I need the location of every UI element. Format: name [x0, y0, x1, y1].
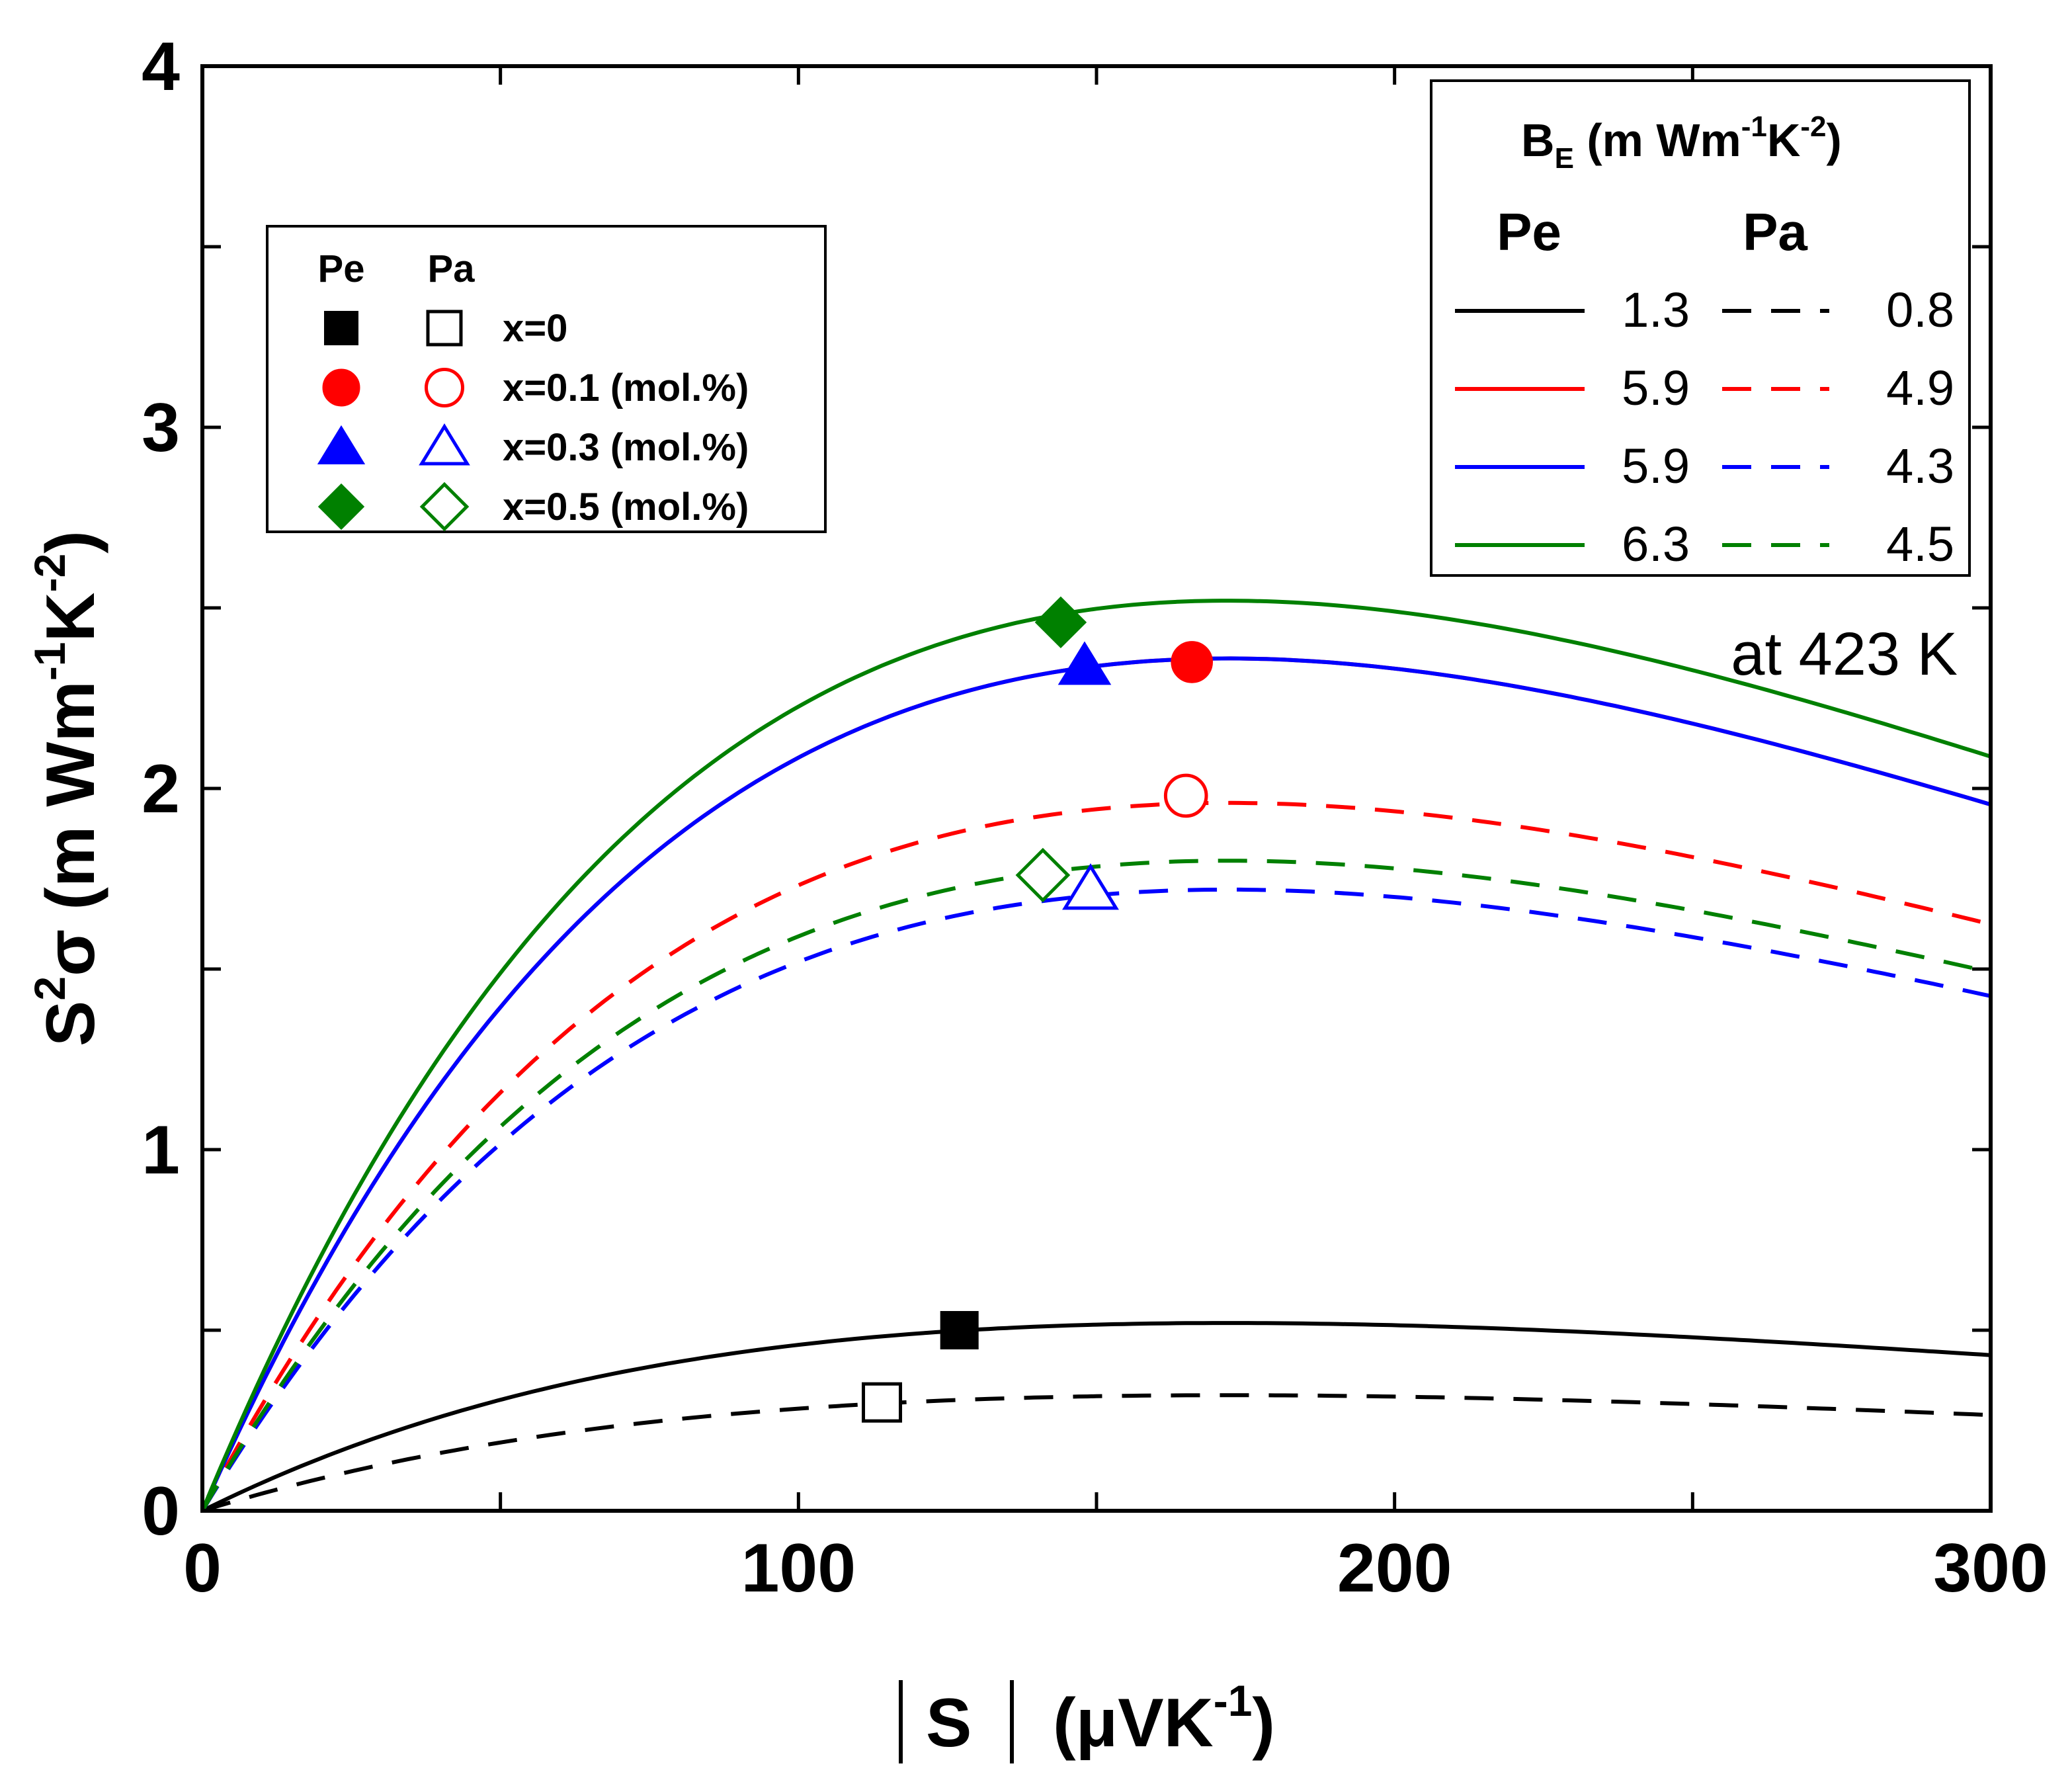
marker-legend: Pe Pa x=0 x=0.1 (mol.%) x=0.3 (mol.%) x=…	[266, 225, 827, 533]
line-legend-pa-3: 4.5	[1886, 517, 1954, 572]
line-legend-header-pa: Pa	[1743, 202, 1807, 261]
marker-x-0-pe	[940, 1311, 979, 1349]
y-tick-label-3: 3	[142, 390, 180, 466]
x-axis-unit: (μVK-1)	[1053, 1676, 1275, 1761]
y-axis-title: S2σ (m Wm-1K-2)	[25, 530, 109, 1046]
line-legend-pa-0: 0.8	[1886, 282, 1954, 337]
marker-x-0-5-pe	[1034, 596, 1087, 649]
line-legend-pe-2: 5.9	[1622, 439, 1690, 493]
legend-entry-x01: x=0.1 (mol.%)	[503, 366, 749, 409]
legend-entry-x05: x=0.5 (mol.%)	[503, 486, 749, 529]
x-tick-label-200: 200	[1337, 1530, 1452, 1607]
x-tick-label-300: 300	[1933, 1530, 2048, 1607]
legend-header-pa: Pa	[428, 247, 476, 290]
legend-entry-x03: x=0.3 (mol.%)	[503, 426, 749, 469]
x-axis-var: S	[926, 1685, 972, 1761]
legend-symbol-pa-x-0	[426, 310, 463, 347]
legend-symbol-pa-x-0-3-mol	[419, 423, 470, 466]
series-x-0-5-pe	[202, 599, 1991, 1511]
legend-symbol-pe-x-0-5-mol	[317, 483, 365, 530]
marker-layer	[862, 596, 1214, 1423]
line-legend-title: BE (m Wm-1K-2)	[1521, 110, 1842, 175]
x-tick-label-100: 100	[741, 1530, 856, 1607]
line-legend-header-pe: Pe	[1497, 202, 1561, 261]
legend-symbol-pa-x-0-5-mol	[419, 482, 470, 532]
line-legend: BE (m Wm-1K-2) Pe Pa 1.3 0.8 5.9 4.9 5.9…	[1430, 79, 1971, 577]
line-legend-pa-2: 4.3	[1886, 439, 1954, 493]
series-x-0-5-pa	[202, 859, 1991, 1511]
legend-entry-x0: x=0	[503, 307, 567, 350]
x-axis-title: S (μVK-1)	[899, 1676, 1275, 1763]
y-tick-label-2: 2	[142, 751, 180, 827]
marker-x-0-1-pa	[1163, 773, 1208, 818]
line-legend-pa-1: 4.9	[1886, 360, 1954, 415]
line-legend-pe-0: 1.3	[1622, 282, 1690, 337]
marker-x-0-1-pe	[1171, 641, 1214, 683]
x-tick-label-0: 0	[183, 1530, 222, 1607]
marker-x-0-3-pe	[1057, 641, 1112, 685]
marker-x-0-5-pa	[1015, 847, 1071, 903]
legend-symbol-pe-x-0-1-mol	[322, 368, 360, 407]
y-axis-label: S2σ (m Wm-1K-2)	[25, 530, 109, 1046]
series-x-0-1-pa	[202, 800, 1991, 1511]
legend-symbol-pa-x-0-1-mol	[425, 368, 464, 407]
y-tick-label-1: 1	[142, 1112, 180, 1189]
line-legend-pe-1: 5.9	[1622, 360, 1690, 415]
y-tick-label-0: 0	[142, 1473, 180, 1550]
marker-x-0-3-pa	[1062, 863, 1119, 910]
line-legend-pe-3: 6.3	[1622, 517, 1690, 572]
line-legend-swatches	[1455, 309, 1829, 547]
series-x-0-pe	[202, 1321, 1991, 1511]
tick-layer: 0 100 200 300 0 1 2 3 4	[142, 28, 2048, 1607]
legend-symbol-pe-x-0	[324, 311, 358, 345]
y-tick-label-4: 4	[142, 28, 180, 105]
marker-x-0-pa	[862, 1382, 903, 1423]
temperature-annotation: at 423 K	[1731, 620, 1958, 688]
legend-symbol-pe-x-0-3-mol	[317, 425, 366, 464]
marker-legend-symbols	[317, 310, 470, 532]
legend-header-pe: Pe	[318, 247, 365, 290]
series-x-0-pa	[202, 1393, 1991, 1511]
